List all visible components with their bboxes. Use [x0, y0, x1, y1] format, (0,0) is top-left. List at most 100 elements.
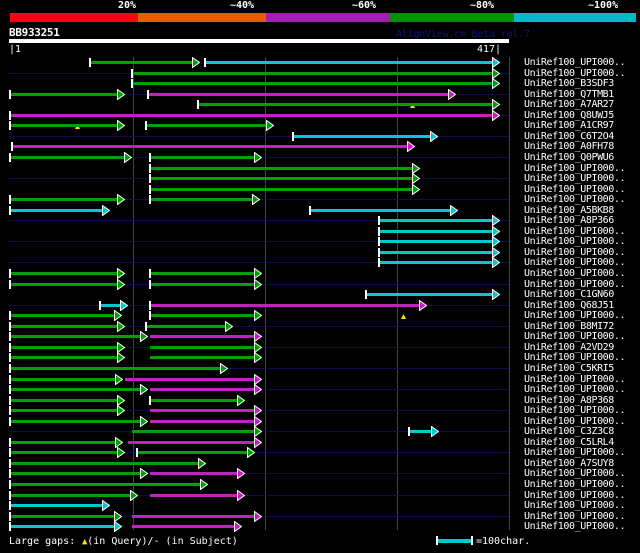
hsp-bar[interactable]: [10, 483, 201, 486]
hsp-bar[interactable]: [10, 419, 141, 423]
hsp-bar[interactable]: [10, 314, 115, 318]
hit-row[interactable]: [0, 130, 640, 142]
hsp-bar[interactable]: [10, 198, 118, 202]
hit-label[interactable]: UniRef100_C1GN60: [524, 289, 614, 301]
hit-label[interactable]: UniRef100_UPI000..: [524, 373, 626, 385]
hsp-bar[interactable]: [12, 145, 408, 149]
hit-label[interactable]: UniRef100_A1CR97: [524, 120, 614, 132]
hit-label[interactable]: UniRef100_A8P366: [524, 215, 614, 227]
hsp-bar[interactable]: [150, 388, 255, 392]
hit-row[interactable]: [0, 521, 640, 533]
hit-label[interactable]: UniRef100_UPI000..: [524, 510, 626, 522]
hsp-bar[interactable]: [10, 366, 221, 370]
hit-label[interactable]: UniRef100_UPI000..: [524, 194, 626, 206]
hsp-bar[interactable]: [10, 335, 141, 339]
hsp-bar[interactable]: [150, 282, 255, 286]
hsp-bar[interactable]: [150, 493, 238, 497]
hsp-bar[interactable]: [150, 419, 255, 423]
hit-row[interactable]: [0, 162, 640, 174]
hsp-bar[interactable]: [150, 335, 255, 339]
hsp-bar[interactable]: [205, 61, 493, 64]
hit-row[interactable]: [0, 183, 640, 195]
hsp-bar[interactable]: [150, 272, 255, 275]
hsp-bar[interactable]: [150, 166, 413, 170]
hsp-bar[interactable]: [293, 134, 431, 138]
hit-label[interactable]: UniRef100_UPI000..: [524, 521, 626, 533]
hsp-bar[interactable]: [10, 504, 103, 508]
hsp-bar[interactable]: [379, 229, 493, 233]
hsp-bar[interactable]: [10, 345, 118, 349]
hit-row[interactable]: [0, 204, 640, 216]
hit-row[interactable]: [0, 426, 640, 438]
alignment-hits-panel[interactable]: UniRef100_UPI000.. UniRef100_UPI000.. UniR…: [0, 57, 640, 533]
hit-label[interactable]: UniRef100_A7AR27: [524, 99, 614, 111]
hsp-bar[interactable]: [150, 345, 255, 349]
hsp-bar[interactable]: [10, 514, 115, 518]
hsp-bar[interactable]: [10, 324, 118, 328]
hsp-bar[interactable]: [132, 430, 255, 434]
hsp-bar[interactable]: [10, 525, 115, 529]
hit-label[interactable]: UniRef100_UPI000..: [524, 447, 626, 459]
hit-row[interactable]: [0, 173, 640, 185]
hit-row[interactable]: [0, 500, 640, 512]
hit-label[interactable]: UniRef100_UPI000..: [524, 57, 626, 68]
hsp-bar[interactable]: [150, 155, 255, 159]
hit-row[interactable]: [0, 151, 640, 163]
hsp-bar[interactable]: [10, 451, 118, 455]
hit-row[interactable]: [0, 278, 640, 290]
hit-row[interactable]: [0, 225, 640, 237]
hsp-bar[interactable]: [379, 240, 493, 244]
hit-row[interactable]: [0, 109, 640, 129]
hit-label[interactable]: UniRef100_UPI000..: [524, 384, 626, 396]
hit-label[interactable]: UniRef100_C5KRI5: [524, 362, 614, 374]
hit-row[interactable]: [0, 67, 640, 79]
hit-label[interactable]: UniRef100_UPI000..: [524, 268, 626, 279]
hit-label[interactable]: UniRef100_UPI000..: [524, 183, 626, 195]
hit-label[interactable]: UniRef100_UPI000..: [524, 310, 626, 322]
hsp-bar[interactable]: [148, 92, 449, 96]
hsp-bar[interactable]: [132, 82, 493, 86]
hit-label[interactable]: UniRef100_Q7TMB1: [524, 88, 614, 100]
hsp-bar[interactable]: [366, 293, 493, 297]
hit-label[interactable]: UniRef100_UPI000..: [524, 225, 626, 237]
hit-row[interactable]: [0, 331, 640, 343]
hsp-bar[interactable]: [150, 187, 413, 191]
hit-label[interactable]: UniRef100_UPI000..: [524, 489, 626, 501]
hit-row[interactable]: [0, 415, 640, 427]
hsp-bar[interactable]: [10, 493, 131, 497]
hsp-bar[interactable]: [100, 303, 121, 307]
hit-label[interactable]: UniRef100_UPI000..: [524, 468, 626, 480]
hsp-bar[interactable]: [10, 282, 118, 286]
hsp-bar[interactable]: [150, 356, 255, 360]
hit-label[interactable]: UniRef100_UPI000..: [524, 278, 626, 290]
hit-label[interactable]: UniRef100_UPI000..: [524, 405, 626, 417]
hit-row[interactable]: [0, 57, 640, 68]
hit-label[interactable]: UniRef100_UPI000..: [524, 173, 626, 185]
hit-row[interactable]: [0, 384, 640, 396]
hsp-bar[interactable]: [10, 92, 118, 96]
hsp-bar[interactable]: [10, 113, 493, 117]
hit-label[interactable]: UniRef100_UPI000..: [524, 257, 626, 269]
hsp-bar[interactable]: [10, 440, 116, 444]
hsp-bar[interactable]: [10, 398, 118, 402]
hit-label[interactable]: UniRef100_UPI000..: [524, 162, 626, 174]
hit-row[interactable]: [0, 352, 640, 364]
hit-row[interactable]: [0, 362, 640, 374]
hsp-bar[interactable]: [10, 388, 141, 392]
hit-row[interactable]: [0, 341, 640, 353]
hit-row[interactable]: [0, 246, 640, 258]
hit-row[interactable]: [0, 394, 640, 406]
hsp-bar[interactable]: [10, 356, 118, 360]
hit-row[interactable]: [0, 405, 640, 417]
hit-row[interactable]: [0, 120, 640, 132]
hit-label[interactable]: UniRef100_A0FH78: [524, 141, 614, 153]
hsp-bar[interactable]: [409, 430, 432, 434]
hit-label[interactable]: UniRef100_B8MI72: [524, 320, 614, 332]
hit-row[interactable]: [0, 215, 640, 227]
hsp-bar[interactable]: [10, 409, 118, 413]
hit-label[interactable]: UniRef100_UPI000..: [524, 246, 626, 258]
hit-label[interactable]: UniRef100_C5LRL4: [524, 436, 614, 448]
hsp-bar[interactable]: [379, 219, 493, 223]
hsp-bar[interactable]: [10, 124, 118, 128]
hsp-bar[interactable]: [150, 303, 420, 307]
